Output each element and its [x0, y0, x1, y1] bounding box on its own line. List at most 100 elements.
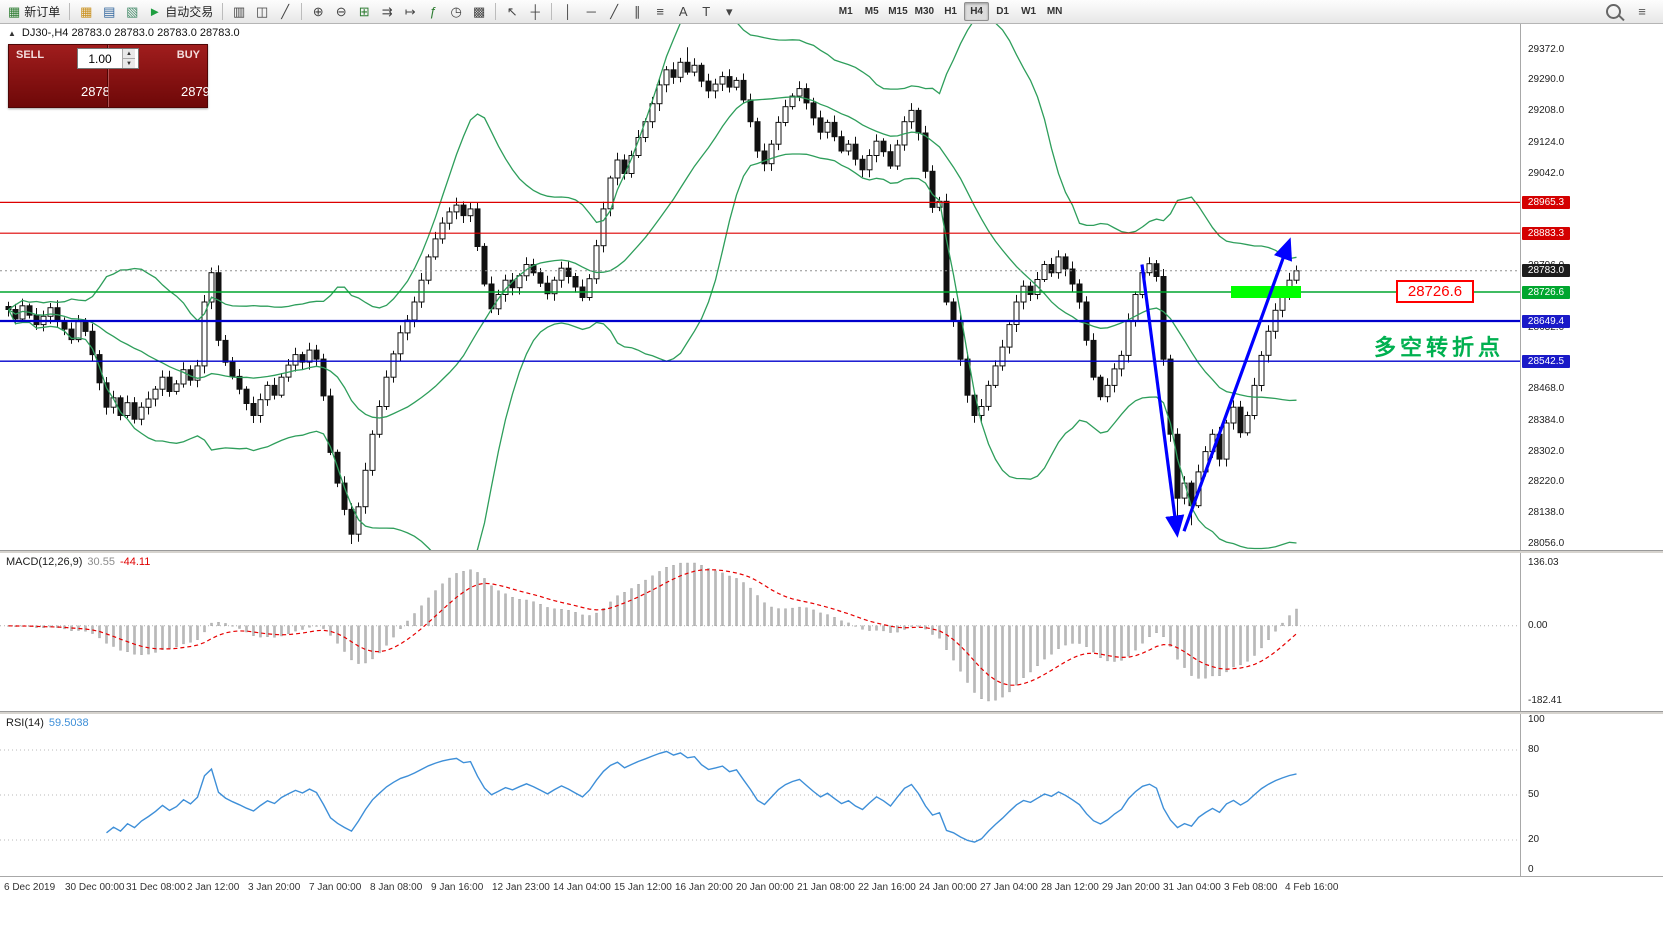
- volume-increase-button[interactable]: ▲: [122, 49, 135, 59]
- rsi-value: 59.5038: [48, 717, 89, 729]
- panel-divider[interactable]: [0, 711, 1663, 714]
- buy-label: BUY: [176, 49, 200, 61]
- price-callout[interactable]: 28726.6: [1396, 280, 1474, 303]
- rsi-label-row: RSI(14) 59.5038: [6, 717, 89, 729]
- one-click-trade-panel: SELL 28781.5 BUY 28793.5 ▲ ▼: [8, 44, 233, 108]
- time-label: 9 Jan 16:00: [431, 882, 484, 893]
- symbol-info: ▲ DJ30-,H4 28783.0 28783.0 28783.0 28783…: [8, 27, 240, 39]
- navigator-icon[interactable]: ▧: [121, 2, 143, 22]
- tile-windows-icon[interactable]: ⊞: [353, 2, 375, 22]
- bar-chart-icon[interactable]: ▥: [228, 2, 250, 22]
- price-scale[interactable]: 29372.029290.029208.029124.029042.028796…: [1520, 24, 1663, 876]
- horizontal-line-icon[interactable]: ─: [580, 2, 602, 22]
- label-icon[interactable]: T: [695, 2, 717, 22]
- label-icon-glyph: T: [702, 4, 711, 19]
- arrow-down[interactable]: [1140, 264, 1185, 538]
- macd-panel[interactable]: [0, 553, 1520, 711]
- auto-scroll-icon[interactable]: ⇉: [376, 2, 398, 22]
- price-tick: 28302.0: [1528, 446, 1565, 457]
- zoom-in-icon[interactable]: ⊕: [307, 2, 329, 22]
- toolbar-separator: [551, 3, 553, 20]
- macd-histogram: [7, 562, 1298, 702]
- rsi-scale-label: 50: [1528, 789, 1540, 800]
- bollinger-bands: [7, 24, 1297, 550]
- bottom-filler: [0, 898, 1663, 946]
- price-tick: 28468.0: [1528, 383, 1565, 394]
- main-chart[interactable]: [0, 24, 1520, 550]
- macd-signal-line: [8, 569, 1297, 686]
- time-label: 3 Jan 20:00: [248, 882, 301, 893]
- time-label: 22 Jan 16:00: [858, 882, 916, 893]
- autotrading-label: 自动交易: [165, 5, 214, 19]
- timeframe-m30-button[interactable]: M30: [912, 2, 937, 21]
- text-icon[interactable]: A: [672, 2, 694, 22]
- candlestick-chart-icon[interactable]: ◫: [251, 2, 273, 22]
- templates-icon[interactable]: ▩: [468, 2, 490, 22]
- time-label: 24 Jan 00:00: [919, 882, 977, 893]
- chart-shift-icon-glyph: ↦: [404, 4, 416, 19]
- timeframe-m5-button[interactable]: M5: [859, 2, 884, 21]
- data-window-icon[interactable]: ▤: [98, 2, 120, 22]
- arrow-up[interactable]: [1182, 237, 1293, 532]
- timeframe-h1-button[interactable]: H1: [938, 2, 963, 21]
- timeframe-m15-button[interactable]: M15: [885, 2, 910, 21]
- rsi-scale-label: 80: [1528, 744, 1540, 755]
- line-chart-icon[interactable]: ╱: [274, 2, 296, 22]
- timeframe-h4-button[interactable]: H4: [964, 2, 990, 21]
- periods-icon-glyph: ◷: [450, 4, 462, 19]
- timeframe-d1-button[interactable]: D1: [990, 2, 1015, 21]
- zoom-out-icon[interactable]: ⊖: [330, 2, 352, 22]
- vertical-line-icon[interactable]: │: [557, 2, 579, 22]
- annotation-text[interactable]: 多空转折点: [1374, 335, 1505, 360]
- menu-icon[interactable]: ≡: [1631, 2, 1653, 22]
- collapse-arrow-icon[interactable]: ▲: [8, 28, 16, 38]
- time-label: 31 Dec 08:00: [126, 882, 186, 893]
- chart-shift-icon[interactable]: ↦: [399, 2, 421, 22]
- trendline-icon[interactable]: ╱: [603, 2, 625, 22]
- timeframe-m1-button[interactable]: M1: [833, 2, 858, 21]
- time-label: 16 Jan 20:00: [675, 882, 733, 893]
- indicators-icon[interactable]: ƒ: [422, 2, 444, 22]
- macd-label-row: MACD(12,26,9) 30.55 -44.11: [6, 556, 150, 568]
- volume-field: ▲ ▼: [77, 48, 139, 69]
- volume-decrease-button[interactable]: ▼: [122, 59, 135, 68]
- horizontal-lines[interactable]: [0, 201, 1520, 362]
- timeframe-mn-button[interactable]: MN: [1042, 2, 1067, 21]
- time-label: 12 Jan 23:00: [492, 882, 550, 893]
- panel-divider[interactable]: [0, 550, 1663, 553]
- cursor-icon[interactable]: ↖: [501, 2, 523, 22]
- periods-icon[interactable]: ◷: [445, 2, 467, 22]
- new-order-button[interactable]: ▦ 新订单: [4, 2, 64, 22]
- auto-scroll-icon-glyph: ⇉: [381, 4, 393, 19]
- price-tick: 29290.0: [1528, 74, 1565, 85]
- price-tick: 28384.0: [1528, 415, 1565, 426]
- time-label: 3 Feb 08:00: [1224, 882, 1278, 893]
- trendline-icon-glyph: ╱: [610, 4, 619, 19]
- fibonacci-icon[interactable]: ≡: [649, 2, 671, 22]
- highlight-zone[interactable]: [1231, 286, 1301, 298]
- buy-price: 28793.5: [180, 76, 233, 101]
- tile-windows-icon-glyph: ⊞: [358, 4, 370, 19]
- arrows-dropdown-icon[interactable]: ▾: [718, 2, 740, 22]
- market-watch-icon[interactable]: ▦: [75, 2, 97, 22]
- buy-button[interactable]: BUY 28793.5: [108, 45, 233, 107]
- rsi-panel[interactable]: [0, 714, 1520, 876]
- channel-icon[interactable]: ∥: [626, 2, 648, 22]
- price-line-badge: 28649.4: [1522, 315, 1570, 328]
- macd-scale-zero: 0.00: [1528, 620, 1548, 631]
- market-watch-icon-glyph: ▦: [80, 4, 93, 19]
- volume-input[interactable]: [78, 49, 122, 68]
- fibonacci-icon-glyph: ≡: [656, 4, 664, 19]
- channel-icon-glyph: ∥: [633, 4, 641, 19]
- crosshair-icon[interactable]: ┼: [524, 2, 546, 22]
- vertical-line-icon-glyph: │: [564, 4, 573, 19]
- new-order-label: 新订单: [24, 5, 61, 19]
- macd-signal-value: -44.11: [119, 556, 151, 568]
- timeframe-w1-button[interactable]: W1: [1016, 2, 1041, 21]
- time-label: 29 Jan 20:00: [1102, 882, 1160, 893]
- time-axis[interactable]: 6 Dec 2019 30 Dec 00:00 31 Dec 08:00 2 Jan …: [0, 876, 1663, 898]
- zoom-in-icon-glyph: ⊕: [312, 4, 324, 19]
- search-icon[interactable]: [1602, 2, 1625, 22]
- autotrading-button[interactable]: ► 自动交易: [144, 2, 217, 22]
